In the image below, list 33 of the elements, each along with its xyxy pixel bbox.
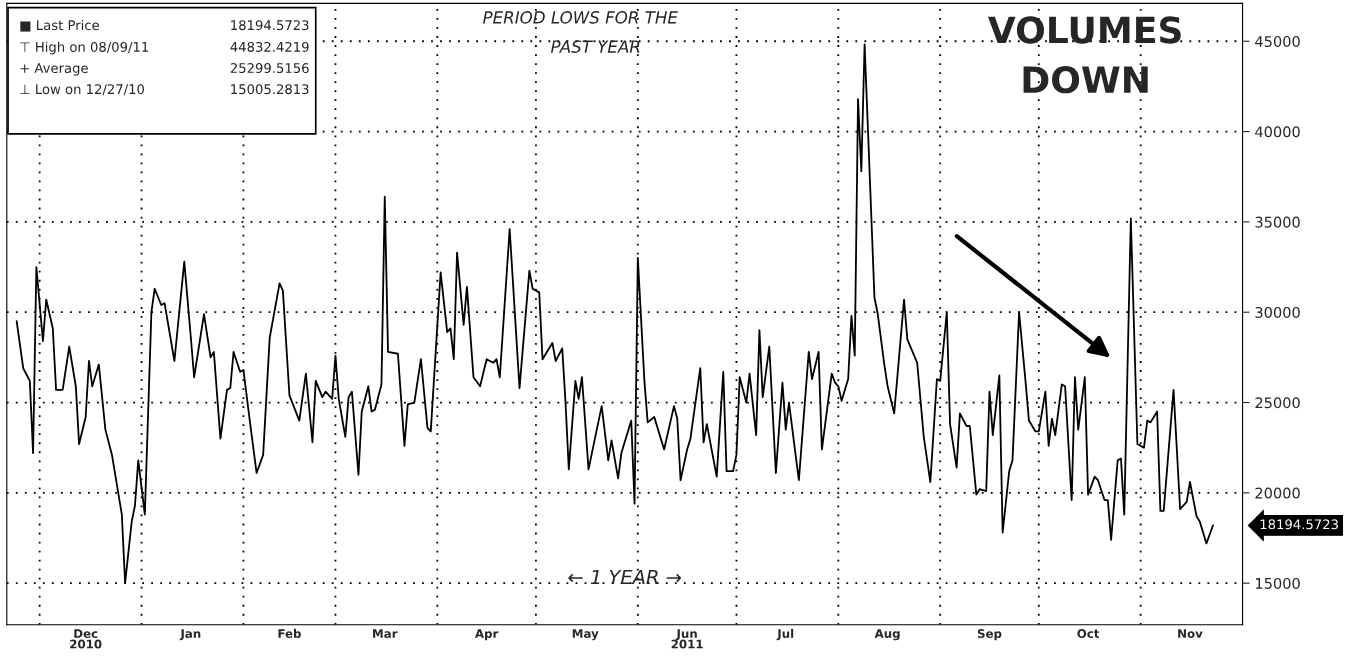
x-tick-label: Dec 2010 [70, 629, 102, 649]
x-tick-label: Jul [776, 628, 794, 641]
x-tick-label: May [572, 629, 599, 641]
x-tick-label: Mar [373, 629, 398, 639]
x-tick-label: Sep [977, 629, 1002, 641]
annotation: ⊥ Low on 12/27/10 [20, 84, 145, 96]
y-tick-label: 30000 [1255, 306, 1300, 318]
annotation: 15005.2813 [231, 84, 309, 95]
x-tick-label: Aug [874, 629, 900, 641]
y-tick-label: 35000 [1255, 216, 1300, 228]
annotation: ← 1 YEAR → [568, 569, 681, 585]
annotation: PERIOD LOWS FOR THE [483, 11, 678, 24]
annotation: 25299.5156 [230, 63, 309, 74]
annotation: VOLUMES [987, 16, 1181, 44]
x-tick-label: Nov [1178, 629, 1203, 639]
x-tick-label: Apr [474, 629, 499, 641]
annotation: 18194.5723 [231, 20, 309, 31]
y-tick-label: 45000 [1255, 35, 1300, 48]
annotation: ■ Last Price [20, 19, 99, 32]
annotation: ⊤ High on 08/09/11 [20, 41, 149, 55]
annotation: 44832.4219 [230, 41, 309, 52]
x-tick-label: Feb [278, 628, 301, 639]
annotation: DOWN [1023, 66, 1148, 94]
x-tick-label: Oct [1077, 629, 1100, 639]
annotation: + Average [20, 63, 88, 76]
y-tick-label: 40000 [1255, 126, 1300, 138]
text: 18194.5723 [1260, 519, 1338, 530]
y-tick-label: 25000 [1255, 397, 1300, 409]
y-tick-label: 15000 [1255, 577, 1300, 589]
annotation: PAST YEAR [550, 40, 640, 53]
x-tick-label: Jun 2011 [671, 629, 703, 649]
x-tick-label: Jan [179, 629, 201, 641]
y-tick-label: 20000 [1255, 487, 1300, 499]
